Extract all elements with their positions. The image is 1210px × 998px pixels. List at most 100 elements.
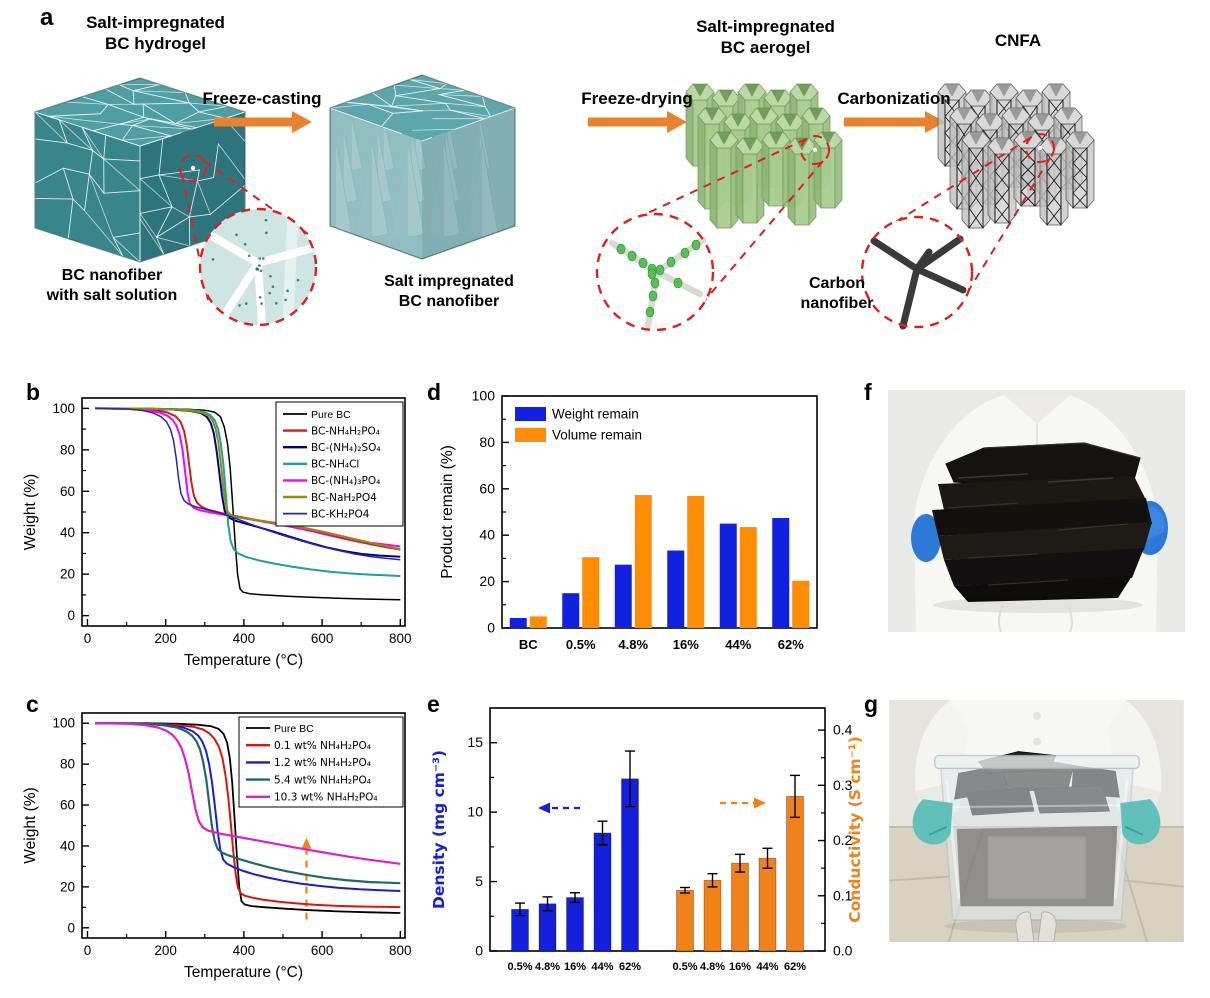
callout3-label: Carbon nanofiber xyxy=(800,275,874,312)
svg-text:5: 5 xyxy=(475,873,483,889)
svg-text:10: 10 xyxy=(467,804,483,820)
svg-text:100: 100 xyxy=(472,388,496,404)
svg-text:16%: 16% xyxy=(564,961,586,973)
magnifier-dashed-circle xyxy=(198,207,318,327)
svg-text:62%: 62% xyxy=(784,961,806,973)
svg-text:4.8%: 4.8% xyxy=(618,637,648,652)
svg-text:0: 0 xyxy=(475,943,483,959)
svg-text:Density (mg cm⁻³): Density (mg cm⁻³) xyxy=(430,750,448,909)
svg-text:600: 600 xyxy=(311,943,334,958)
photo-g-art xyxy=(889,700,1184,942)
svg-text:0: 0 xyxy=(487,620,495,636)
svg-text:62%: 62% xyxy=(619,961,641,973)
svg-text:200: 200 xyxy=(154,943,177,958)
svg-text:Weight (%): Weight (%) xyxy=(22,787,39,863)
svg-text:800: 800 xyxy=(389,943,412,958)
svg-text:80: 80 xyxy=(60,757,75,772)
svg-text:0.4: 0.4 xyxy=(833,722,853,738)
svg-text:Weight remain: Weight remain xyxy=(552,407,639,422)
freeze-casting-label: Freeze-casting xyxy=(202,89,322,108)
svg-text:BC-KH₂PO4: BC-KH₂PO4 xyxy=(311,508,370,520)
panel-label-b: b xyxy=(26,379,41,405)
svg-text:0: 0 xyxy=(84,631,92,646)
panel-label-c: c xyxy=(26,691,39,717)
svg-text:0.1: 0.1 xyxy=(833,887,853,903)
product-remain-bar-chart: 0 20 40 60 80 100 Product remain (%) BC 0.5% 4.8%… xyxy=(420,373,852,685)
density-conductivity-bar-chart: 0 5 10 15 0.0 0.1 0.2 0.3 0.4 Density (mg cm⁻³) Co… xyxy=(420,686,872,996)
svg-text:44%: 44% xyxy=(591,961,613,973)
process-arrow-icon xyxy=(214,111,312,133)
callout2-label: Salt impregnated BC nanofiber xyxy=(384,273,514,310)
svg-text:16%: 16% xyxy=(729,961,751,973)
svg-text:0: 0 xyxy=(67,608,75,623)
panel-label-g: g xyxy=(864,691,879,717)
svg-text:400: 400 xyxy=(233,631,256,646)
svg-text:62%: 62% xyxy=(778,637,804,652)
svg-text:20: 20 xyxy=(60,567,75,582)
photo-f xyxy=(888,390,1185,632)
svg-text:44%: 44% xyxy=(756,961,778,973)
svg-text:5.4 wt% NH₄H₂PO₄: 5.4 wt% NH₄H₂PO₄ xyxy=(274,774,371,786)
tga-chart-concentrations: 0 200 400 600 800 0 20 40 60 80 100 Temperature (°C… xyxy=(20,686,420,996)
svg-text:0.5%: 0.5% xyxy=(566,637,596,652)
magnifier-dashed-circle xyxy=(860,215,974,329)
svg-text:15: 15 xyxy=(467,734,483,750)
panel-label-d: d xyxy=(427,379,442,405)
stage1-title: Salt-impregnated BC hydrogel xyxy=(86,13,225,54)
svg-text:Pure BC: Pure BC xyxy=(274,723,314,735)
magnifier-dashed-circle xyxy=(179,154,207,182)
svg-text:80: 80 xyxy=(479,434,495,450)
freeze-drying-label: Freeze-drying xyxy=(581,89,693,108)
photo-f-art xyxy=(888,390,1185,632)
carbonization-label: Carbonization xyxy=(837,89,951,108)
stage4-title: CNFA xyxy=(994,31,1042,50)
svg-text:Temperature (°C): Temperature (°C) xyxy=(184,652,303,669)
chart-d-svg: 0 20 40 60 80 100 Product remain (%) BC 0.5% 4.8%… xyxy=(439,388,818,652)
svg-text:200: 200 xyxy=(154,631,177,646)
svg-text:40: 40 xyxy=(479,527,495,543)
svg-text:400: 400 xyxy=(233,943,256,958)
svg-text:0.3: 0.3 xyxy=(833,777,853,793)
svg-text:Temperature (°C): Temperature (°C) xyxy=(184,964,303,981)
svg-text:Volume remain: Volume remain xyxy=(552,428,642,443)
svg-text:BC-(NH₄)₂SO₄: BC-(NH₄)₂SO₄ xyxy=(311,442,381,454)
svg-text:16%: 16% xyxy=(673,637,699,652)
magnifier-dashed-circle xyxy=(1025,133,1055,163)
svg-text:1.2 wt% NH₄H₂PO₄: 1.2 wt% NH₄H₂PO₄ xyxy=(274,757,371,769)
svg-text:Conductivity (S cm⁻¹): Conductivity (S cm⁻¹) xyxy=(846,736,864,922)
svg-text:60: 60 xyxy=(60,484,75,499)
svg-text:4.8%: 4.8% xyxy=(535,961,560,973)
tga-chart-salts: 0 200 400 600 800 0 20 40 60 80 100 Temperature (°C… xyxy=(20,373,420,685)
svg-text:60: 60 xyxy=(60,798,75,813)
process-schematic-art xyxy=(34,74,1095,332)
panel-label-e: e xyxy=(427,691,440,717)
stage3-title: Salt-impregnated BC aerogel xyxy=(696,17,835,58)
svg-text:BC-(NH₄)₃PO₄: BC-(NH₄)₃PO₄ xyxy=(311,475,380,487)
svg-text:0.1 wt% NH₄H₂PO₄: 0.1 wt% NH₄H₂PO₄ xyxy=(274,740,371,752)
svg-text:BC-NH₄Cl: BC-NH₄Cl xyxy=(311,459,359,471)
svg-text:0.0: 0.0 xyxy=(833,943,853,959)
panel-label-f: f xyxy=(864,379,872,405)
magnifier-dashed-circle xyxy=(800,135,830,165)
svg-text:BC: BC xyxy=(519,637,538,652)
process-arrow-icon xyxy=(844,111,945,133)
svg-text:20: 20 xyxy=(60,879,75,894)
svg-text:800: 800 xyxy=(389,631,412,646)
svg-text:Product remain (%): Product remain (%) xyxy=(439,445,456,579)
svg-text:4.8%: 4.8% xyxy=(700,961,725,973)
svg-text:20: 20 xyxy=(479,573,495,589)
svg-text:0.5%: 0.5% xyxy=(672,961,697,973)
chart-c-svg: 0 200 400 600 800 0 20 40 60 80 100 Temperature (°C… xyxy=(22,712,412,981)
svg-text:60: 60 xyxy=(479,480,495,496)
svg-text:0: 0 xyxy=(84,943,92,958)
svg-text:100: 100 xyxy=(52,716,75,731)
svg-text:600: 600 xyxy=(311,631,334,646)
svg-text:80: 80 xyxy=(60,442,75,457)
chart-e-svg: 0 5 10 15 0.0 0.1 0.2 0.3 0.4 Density (mg cm⁻³) Co… xyxy=(430,707,864,973)
svg-text:BC-NaH₂PO4: BC-NaH₂PO4 xyxy=(311,492,377,504)
process-arrow-icon xyxy=(588,111,687,133)
panel-label-a: a xyxy=(40,4,54,31)
chart-b-svg: 0 200 400 600 800 0 20 40 60 80 100 Temperature (°C… xyxy=(22,397,412,669)
svg-text:100: 100 xyxy=(52,401,75,416)
